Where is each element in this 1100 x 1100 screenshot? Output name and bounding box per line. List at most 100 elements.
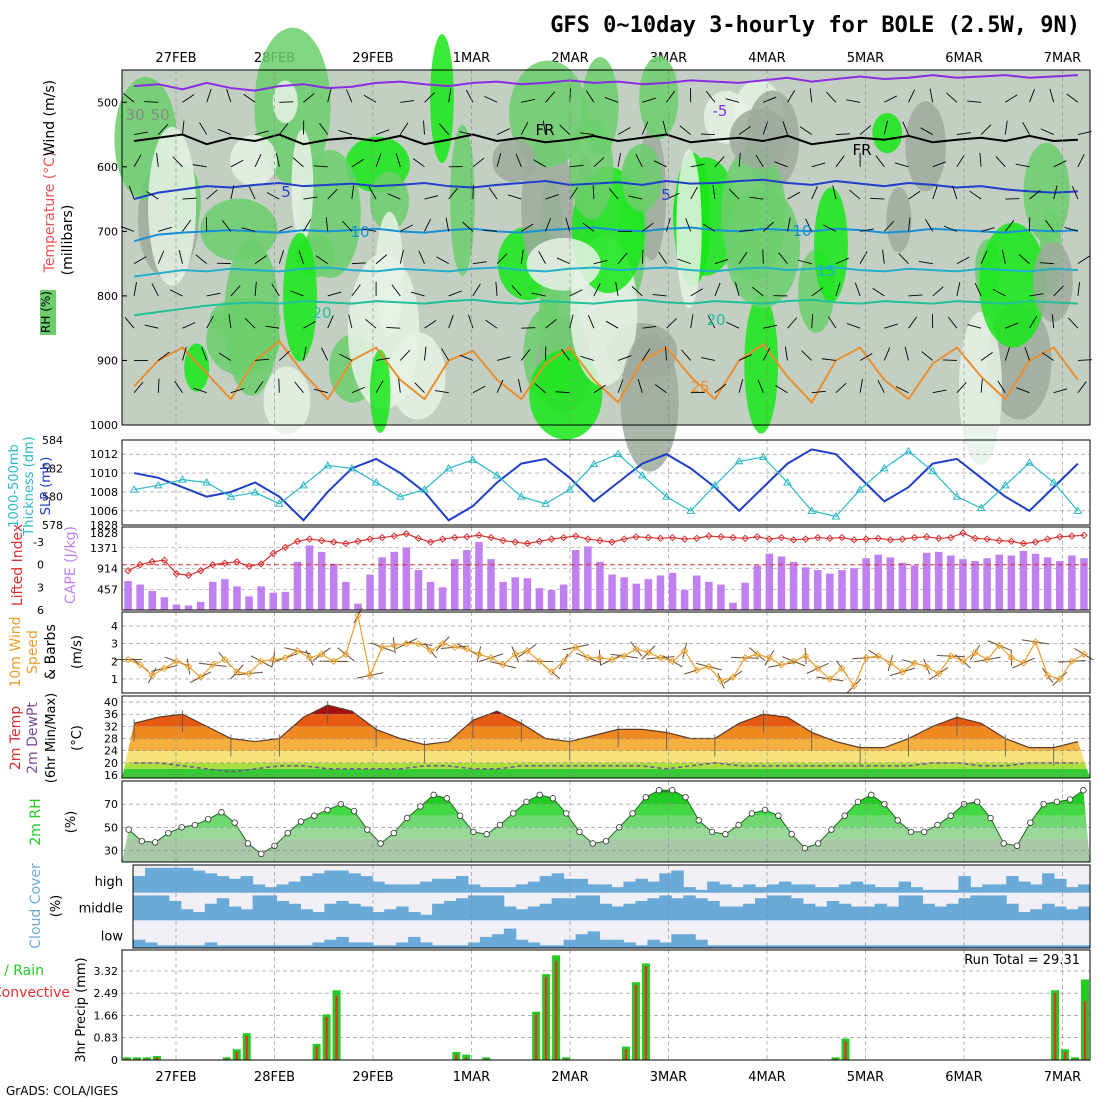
upper-wind-barb <box>925 219 934 232</box>
upper-wind-barb <box>351 185 355 200</box>
2m-rh-point <box>974 798 981 806</box>
cloud-bar-middle <box>838 903 852 921</box>
upper-wind-barb <box>534 383 546 394</box>
wind-speed-point <box>1007 654 1016 662</box>
temp-frame <box>121 695 1091 779</box>
cloud-bar-low <box>420 942 433 948</box>
precip-convective-bar <box>644 966 648 1060</box>
upper-wind-barb <box>533 159 546 168</box>
cloud-bar-middle <box>958 898 971 921</box>
2m-rh-point <box>258 850 265 858</box>
cloud-bar-high <box>300 876 313 893</box>
2m-rh-point <box>1066 796 1074 803</box>
cloud-bar-middle <box>886 906 900 921</box>
cloud-bar-high <box>695 889 708 893</box>
upper-wind-barb <box>368 186 377 200</box>
cloud-bar-low <box>946 945 959 948</box>
cloud-bar-low <box>719 945 732 948</box>
cloud-bar-high <box>252 884 266 893</box>
2m-rh-point <box>297 818 305 825</box>
upper-wind-barb <box>898 253 909 264</box>
cape-bar <box>426 581 435 610</box>
lifted-index-point <box>136 561 144 569</box>
wind-speed-point <box>245 669 253 678</box>
upper-wind-barb <box>811 314 814 329</box>
cape-bar <box>293 561 302 610</box>
upper-wind-barb <box>946 92 958 103</box>
cloud-bar-high <box>348 873 361 893</box>
cape-bar <box>850 568 858 610</box>
contour-label: 10 <box>350 223 369 241</box>
cloud-bar-middle <box>982 895 995 921</box>
lifted-index-point <box>124 567 132 575</box>
wind-speed-point <box>668 657 677 666</box>
2m-rh-point <box>589 840 596 847</box>
upper-wind-barb <box>511 285 522 297</box>
upper-wind-barb <box>784 346 788 361</box>
upper-wind-barb <box>826 91 837 103</box>
upper-wind-barb <box>1041 352 1054 361</box>
li-tick-label: 0 <box>37 559 44 572</box>
upper-wind-barb <box>608 188 619 200</box>
thickness-point <box>541 499 550 507</box>
upper-wind-barb <box>1016 387 1030 394</box>
upper-wind-barb <box>199 122 208 135</box>
cloud-bar-high <box>168 867 182 893</box>
precip-convective-bar <box>1063 1051 1067 1060</box>
rh-shade <box>148 126 197 286</box>
precip-y-tick-label: 0.83 <box>94 1032 119 1045</box>
thickness-point <box>637 470 647 479</box>
precip-total-bar <box>831 1057 840 1060</box>
cloud-bar-high <box>934 889 947 893</box>
cloud-bar-middle <box>802 903 816 921</box>
lifted-index-point <box>196 567 205 575</box>
cloud-bar-middle <box>252 895 266 921</box>
upper-wind-barb <box>757 379 764 393</box>
wind-speed-point <box>233 668 241 676</box>
2m-rh-point <box>470 828 477 836</box>
wind-speed-point <box>765 654 774 662</box>
upper-wind-barb <box>395 153 401 167</box>
cape-bar <box>838 570 846 610</box>
thickness-point <box>1049 478 1059 486</box>
precip-total-bar <box>482 1057 491 1060</box>
cape-bar <box>221 579 229 610</box>
upper-wind-barb <box>271 283 280 297</box>
cloud-bar-middle <box>264 895 278 921</box>
lifted-index-point <box>402 530 411 538</box>
upper-wind-barb <box>496 379 504 393</box>
cloud-bar-middle <box>324 903 337 921</box>
upper-wind-barb <box>243 93 256 103</box>
wind-speed-point <box>366 671 374 680</box>
cloud-bar-low <box>994 945 1007 948</box>
upper-wind-barb <box>468 314 474 329</box>
cloud-bar-low <box>360 942 373 948</box>
temp-band <box>122 762 1090 769</box>
2m-rh-point <box>669 787 676 794</box>
precip-y-tick-label: 1.66 <box>94 1009 119 1022</box>
thickness-point <box>662 492 671 500</box>
cape-ylabel-b: CAPE (J/kg) <box>63 526 79 604</box>
upper-wind-barb <box>254 381 264 393</box>
cloud-bar-high <box>563 878 577 893</box>
cloud-bar-high <box>1078 884 1091 893</box>
cape-bar <box>450 559 459 610</box>
upper-wind-barb <box>593 260 608 265</box>
cape-bar <box>934 551 943 610</box>
lifted-index-point <box>656 534 665 543</box>
rh-frame <box>121 780 1091 863</box>
temp-ylabel-b: 2m DewPt <box>25 702 41 774</box>
cloud-bar-middle <box>826 900 840 921</box>
cloud-bar-low <box>743 945 756 948</box>
upper-wind-barb <box>351 386 365 394</box>
upper-wind-barb <box>714 258 729 265</box>
upper-wind-barb <box>849 189 861 200</box>
rh-legend-swatch <box>40 290 56 335</box>
cloud-bar-middle <box>348 903 361 921</box>
lifted-index-point <box>910 533 919 542</box>
cloud-bar-middle <box>934 906 947 921</box>
precip-convective-bar <box>834 1058 837 1060</box>
thickness-point <box>928 466 938 475</box>
cloud-bar-middle <box>898 895 912 921</box>
cape-bar <box>729 602 737 610</box>
